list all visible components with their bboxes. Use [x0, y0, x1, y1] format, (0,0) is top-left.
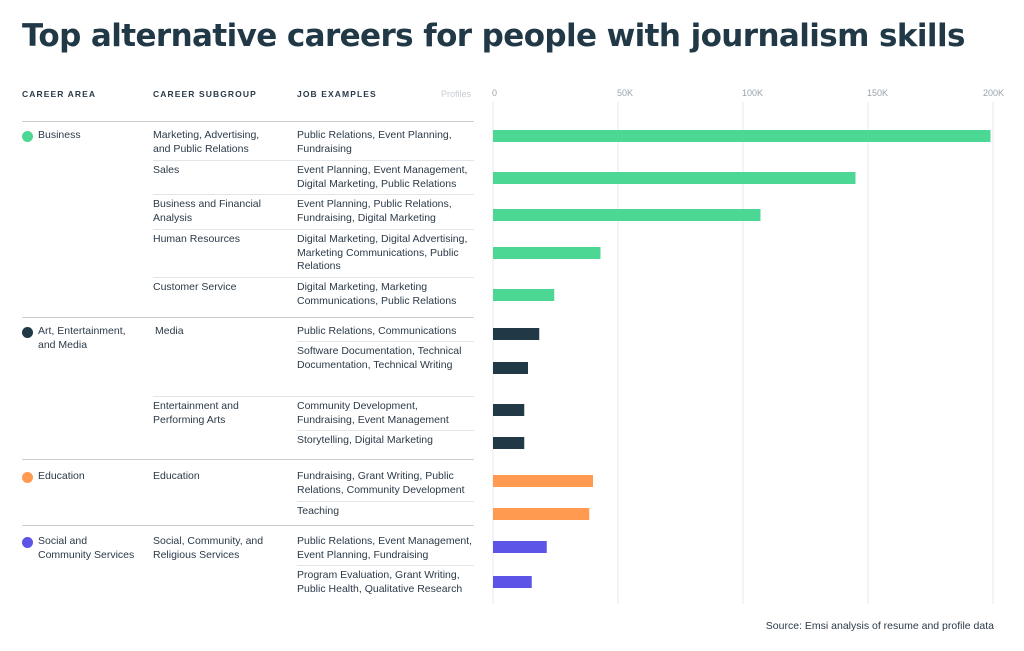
- career-subgroup-label: Marketing, Advertising, and Public Relat…: [153, 129, 260, 155]
- bar: [493, 576, 532, 588]
- bar: [493, 172, 856, 184]
- x-tick-label: 100K: [742, 88, 763, 98]
- career-subgroup-label: Sales: [153, 164, 180, 176]
- career-subgroup-label: Social, Community, and Religious Service…: [153, 535, 264, 561]
- x-tick-label: 150K: [867, 88, 888, 98]
- bar: [493, 404, 525, 416]
- area-color-dot: [22, 131, 33, 142]
- career-subgroup-label: Customer Service: [153, 281, 237, 293]
- job-examples-cell: Event Planning, Public Relations, Fundra…: [297, 198, 452, 224]
- job-examples-cell: Teaching: [297, 505, 340, 517]
- career-subgroup-label: Business and Financial Analysis: [153, 198, 261, 224]
- header-profiles: Profiles: [441, 89, 472, 99]
- career-area-label: Education: [38, 470, 85, 482]
- bar: [493, 475, 593, 487]
- bar: [493, 289, 555, 301]
- subgroup-divider: [153, 229, 474, 230]
- job-examples-cell: Digital Marketing, Digital Advertising, …: [297, 233, 468, 272]
- career-subgroup-label: Education: [153, 470, 200, 482]
- x-tick-label: 0: [492, 88, 497, 98]
- bar: [493, 508, 590, 520]
- bar: [493, 130, 991, 142]
- bar: [493, 362, 528, 374]
- job-examples-cell: Public Relations, Communications: [297, 325, 457, 337]
- job-examples-cell: Digital Marketing, Marketing Communicati…: [297, 281, 457, 307]
- job-examples-cell: Public Relations, Event Management, Even…: [297, 535, 473, 561]
- job-examples-cell: Public Relations, Event Planning, Fundra…: [297, 129, 452, 155]
- bar: [493, 437, 525, 449]
- chart-title: Top alternative careers for people with …: [22, 18, 965, 54]
- area-color-dot: [22, 327, 33, 338]
- career-area-label: Business: [38, 129, 81, 141]
- area-divider: [22, 317, 474, 318]
- job-examples-cell: Community Development, Fundraising, Even…: [297, 400, 449, 426]
- subgroup-divider: [153, 194, 474, 195]
- subgroup-divider: [153, 277, 474, 278]
- job-examples-cell: Event Planning, Event Management, Digita…: [297, 164, 468, 190]
- row-divider: [297, 565, 474, 566]
- row-divider: [297, 341, 474, 342]
- area-color-dot: [22, 472, 33, 483]
- career-area-label: Social and Community Services: [38, 535, 135, 561]
- bar: [493, 247, 601, 259]
- career-subgroup-label: Media: [155, 325, 184, 337]
- career-subgroup-label: Entertainment and Performing Arts: [153, 400, 239, 426]
- subgroup-divider: [153, 160, 474, 161]
- job-examples-cell: Storytelling, Digital Marketing: [297, 434, 433, 446]
- bar: [493, 541, 547, 553]
- job-examples-cell: Fundraising, Grant Writing, Public Relat…: [297, 470, 465, 496]
- job-examples-cell: Program Evaluation, Grant Writing, Publi…: [297, 569, 463, 595]
- row-divider: [297, 430, 474, 431]
- career-area-label: Art, Entertainment, and Media: [38, 325, 126, 351]
- subgroup-divider: [153, 396, 474, 397]
- row-divider: [297, 501, 474, 502]
- area-color-dot: [22, 537, 33, 548]
- source-note: Source: Emsi analysis of resume and prof…: [765, 620, 994, 632]
- job-examples-cell: Software Documentation, Technical Docume…: [297, 345, 462, 371]
- header-career-subgroup: CAREER SUBGROUP: [153, 89, 257, 99]
- bar: [493, 328, 540, 340]
- header-job-examples: JOB EXAMPLES: [297, 89, 377, 99]
- career-subgroup-label: Human Resources: [153, 233, 240, 245]
- x-tick-label: 200K: [983, 88, 1004, 98]
- x-tick-label: 50K: [617, 88, 633, 98]
- bar: [493, 209, 761, 221]
- header-career-area: CAREER AREA: [22, 89, 97, 99]
- area-divider: [22, 459, 474, 460]
- area-divider: [22, 121, 474, 122]
- area-divider: [22, 525, 474, 526]
